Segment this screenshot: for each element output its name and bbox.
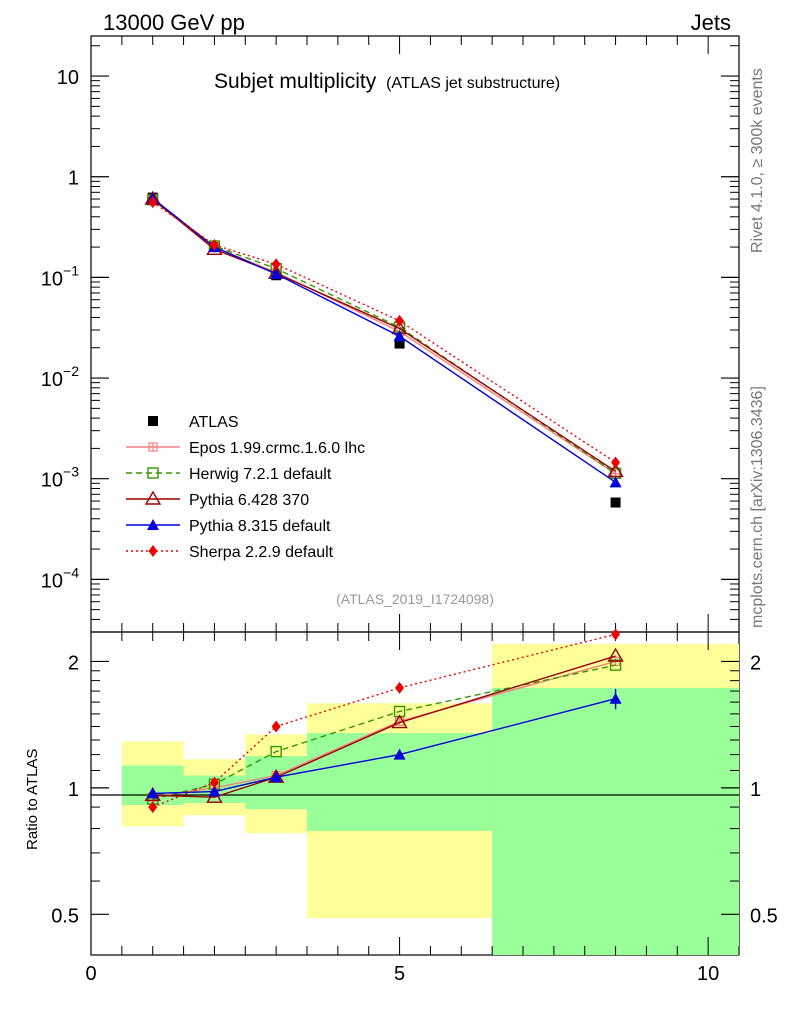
ratio-point xyxy=(609,659,622,671)
ratio-band-inner-4 xyxy=(492,687,739,955)
beam-label: 13000 GeV pp xyxy=(103,10,245,35)
legend-marker xyxy=(144,490,162,505)
ratio-point xyxy=(271,720,281,733)
main-point xyxy=(394,338,405,349)
ratio-point xyxy=(146,787,159,799)
legend-marker xyxy=(148,545,158,557)
main-series-2 xyxy=(147,194,622,480)
ratio-axes: 0.5 0.5 1 1 2 2 0 5 10 xyxy=(51,632,778,985)
ratio-series-4 xyxy=(148,628,621,814)
chart-subtitle: (ATLAS jet substructure) xyxy=(386,75,560,92)
legend-label: Herwig 7.2.1 default xyxy=(189,466,332,483)
main-ytick-exp: −3 xyxy=(63,464,79,480)
main-plot-frame xyxy=(90,35,740,633)
legend-label: ATLAS xyxy=(189,414,239,431)
ratio-series-3 xyxy=(146,688,622,799)
ratio-point xyxy=(270,771,283,783)
ratio-ytick-label-right: 0.5 xyxy=(750,905,778,927)
legend-entry-0: ATLAS xyxy=(148,414,239,431)
legend-label: Epos 1.99.crmc.1.6.0 lhc xyxy=(189,440,365,457)
ratio-point xyxy=(395,681,405,694)
ratio-point xyxy=(209,776,219,789)
ratio-ytick-label-right: 2 xyxy=(750,652,761,674)
ratio-point xyxy=(148,801,158,814)
chart-title-main: Subjet multiplicity xyxy=(214,70,377,93)
legend-marker xyxy=(148,416,158,426)
main-point xyxy=(270,268,283,280)
legend-entry-4: Pythia 8.315 default xyxy=(126,518,331,535)
main-point xyxy=(609,476,622,488)
rivet-version-label: Rivet 4.1.0, ≥ 300k events xyxy=(749,68,766,253)
main-series-1 xyxy=(148,195,621,479)
main-point xyxy=(148,196,158,209)
main-series xyxy=(144,190,624,508)
legend-label: Pythia 6.428 370 xyxy=(189,492,309,509)
main-ytick-base: 10 xyxy=(41,570,63,592)
ratio-xtick-label: 10 xyxy=(697,963,719,985)
legend-entry-2: Herwig 7.2.1 default xyxy=(126,466,332,483)
ratio-ytick-label-right: 1 xyxy=(750,779,761,801)
ratio-point xyxy=(270,745,282,758)
ratio-ylabel: Ratio to ATLAS xyxy=(24,749,41,850)
main-ytick-label: 1 xyxy=(68,168,79,190)
ratio-band-inner-3 xyxy=(307,733,493,831)
main-point xyxy=(395,314,405,327)
main-series-5 xyxy=(148,196,621,469)
ratio-point xyxy=(391,714,408,729)
ratio-xtick-label: 5 xyxy=(394,963,405,985)
ratio-ytick-label: 0.5 xyxy=(51,905,79,927)
main-ytick-label: 10−1 xyxy=(41,262,79,290)
ratio-point xyxy=(607,647,624,662)
ratio-uncertainty-bands xyxy=(121,644,739,955)
legend-entry-1: Epos 1.99.crmc.1.6.0 lhc xyxy=(126,440,365,457)
legend-label: Sherpa 2.2.9 default xyxy=(189,544,334,561)
main-point xyxy=(209,238,219,251)
process-label: Jets xyxy=(691,10,731,35)
main-ytick-base: 10 xyxy=(41,470,63,492)
main-series-0 xyxy=(147,192,621,508)
main-ytick-label: 10−4 xyxy=(41,564,79,592)
main-point xyxy=(610,497,621,508)
main-line-2 xyxy=(152,199,616,474)
main-series-3 xyxy=(144,190,624,478)
ratio-point xyxy=(208,785,221,797)
main-ytick-base: 10 xyxy=(41,369,63,391)
main-ytick-exp: −2 xyxy=(63,363,79,379)
main-point xyxy=(611,456,621,469)
legend-entry-5: Sherpa 2.2.9 default xyxy=(126,544,334,561)
legend-label: Pythia 8.315 default xyxy=(189,518,331,535)
main-point xyxy=(393,330,406,342)
analysis-id-label: (ATLAS_2019_I1724098) xyxy=(336,591,494,607)
ratio-ytick-label: 2 xyxy=(68,652,79,674)
legend: ATLAS Epos 1.99.crmc.1.6.0 lhc Herwig 7.2.… xyxy=(126,414,365,561)
main-ytick-exp: −4 xyxy=(63,564,79,580)
ratio-line-1 xyxy=(152,664,616,800)
legend-marker xyxy=(147,519,159,530)
ratio-point xyxy=(393,748,406,760)
mcplots-label: mcplots.cern.ch [arXiv:1306.3436] xyxy=(749,386,766,628)
ratio-ytick-label: 1 xyxy=(68,779,79,801)
main-line-5 xyxy=(152,201,616,464)
main-ytick-label: 10−3 xyxy=(41,464,79,492)
legend-marker xyxy=(147,467,159,479)
main-ytick-label: 10−2 xyxy=(41,363,79,391)
chart-title: Subjet multiplicity (ATLAS jet substruct… xyxy=(214,70,560,93)
main-point xyxy=(271,258,281,271)
ratio-series xyxy=(144,628,624,814)
main-ytick-exp: −1 xyxy=(63,262,79,278)
legend-entry-3: Pythia 6.428 370 xyxy=(126,490,309,509)
legend-marker xyxy=(148,442,158,452)
main-ytick-label: 10 xyxy=(57,67,79,89)
main-ytick-base: 10 xyxy=(41,268,63,290)
main-line-1 xyxy=(152,199,616,475)
ratio-xtick-label: 0 xyxy=(85,963,96,985)
ratio-point xyxy=(611,628,621,641)
